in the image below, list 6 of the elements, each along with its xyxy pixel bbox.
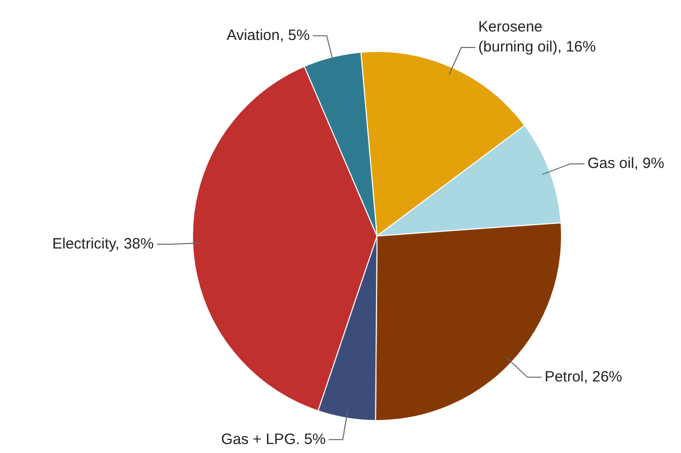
slice-label: Gas + LPG. 5% [221,430,326,448]
slice-label: Petrol, 26% [544,368,622,386]
slice-label: Kerosene (burning oil), 16% [478,18,596,56]
slice-label: Electricity, 38% [52,235,154,252]
slice-label: Gas oil, 9% [587,154,664,172]
slice-label: Aviation, 5% [226,26,310,44]
